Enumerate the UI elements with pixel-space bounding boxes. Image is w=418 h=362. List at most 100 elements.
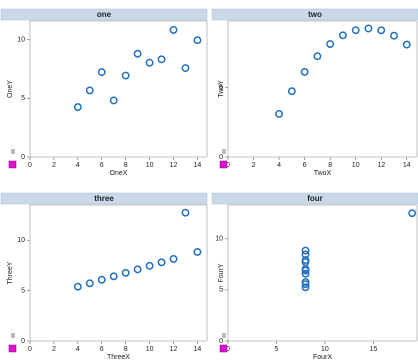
point [300, 67, 309, 76]
x-tick-label: 5 [275, 346, 279, 353]
y-tick-label: 10 [17, 37, 25, 44]
point [157, 258, 166, 267]
x-tick-label: 0 [226, 346, 230, 353]
y-tick-label: 10 [17, 237, 25, 244]
y-tick-label: 0 [219, 154, 223, 161]
point [73, 282, 82, 291]
point [301, 269, 310, 278]
x-tick-label: 12 [170, 346, 178, 353]
x-tick-label: 14 [403, 162, 411, 169]
point [326, 40, 335, 48]
point [121, 71, 130, 80]
y-tick-label: 5 [219, 287, 223, 294]
y-tick-label: 10 [215, 236, 223, 243]
x-axis-label: TwoX [314, 170, 332, 177]
point [377, 26, 386, 35]
lock-icon[interactable] [11, 149, 15, 154]
panel-title: four [307, 194, 323, 203]
point [287, 87, 296, 96]
point [301, 246, 310, 255]
y-tick-label: 5 [21, 95, 25, 102]
point [121, 268, 130, 277]
point [408, 209, 417, 218]
panel-title: two [308, 10, 322, 19]
x-tick-label: 2 [252, 162, 256, 169]
x-tick-label: 4 [76, 346, 80, 353]
options-icon[interactable] [8, 344, 17, 353]
point [193, 36, 202, 45]
x-tick-label: 15 [369, 346, 377, 353]
panel-title: one [97, 10, 112, 19]
point [301, 256, 310, 265]
panel-header [0, 192, 208, 205]
point [301, 280, 310, 289]
x-tick-label: 8 [124, 162, 128, 169]
point [97, 68, 106, 77]
panel-header [211, 192, 418, 205]
y-tick-label: 5 [21, 287, 25, 294]
lock-icon[interactable] [222, 333, 226, 338]
y-axis-label: OneY [7, 80, 14, 98]
x-tick-label: 12 [170, 162, 178, 169]
point [193, 247, 202, 256]
x-tick-label: 6 [303, 162, 307, 169]
x-tick-label: 0 [28, 346, 32, 353]
point [169, 25, 178, 34]
x-tick-label: 0 [226, 162, 230, 169]
x-axis-label: FourX [313, 354, 332, 361]
point [85, 279, 94, 288]
lock-icon[interactable] [11, 333, 15, 338]
x-axis-label: OneX [110, 170, 128, 177]
panel-header [211, 8, 418, 21]
y-axis-label: ThreeY [7, 261, 14, 284]
x-tick-label: 10 [352, 162, 360, 169]
point [390, 31, 398, 40]
plot-frame [29, 20, 208, 158]
x-tick-label: 0 [28, 162, 32, 169]
point [133, 265, 142, 274]
point [97, 275, 106, 284]
point [402, 40, 411, 49]
point [73, 103, 82, 112]
y-tick-label: 0 [21, 338, 25, 345]
point [145, 58, 154, 67]
point [313, 52, 322, 61]
point [145, 261, 154, 270]
lock-icon[interactable] [222, 149, 226, 154]
options-icon[interactable] [219, 160, 228, 169]
x-tick-label: 4 [277, 162, 281, 169]
x-tick-label: 10 [321, 346, 329, 353]
y-tick-label: 5 [219, 84, 223, 91]
x-tick-label: 14 [194, 162, 202, 169]
options-icon[interactable] [219, 344, 228, 353]
x-tick-label: 6 [100, 346, 104, 353]
point [169, 254, 178, 263]
point [181, 64, 190, 73]
x-tick-label: 10 [146, 162, 154, 169]
panel-title: three [94, 194, 114, 203]
x-tick-label: 2 [52, 346, 56, 353]
x-tick-label: 12 [377, 162, 385, 169]
x-axis-label: ThreeX [107, 354, 130, 361]
point [301, 283, 310, 292]
plot-frame [227, 204, 418, 342]
plot-frame [227, 20, 418, 158]
x-tick-label: 14 [194, 346, 202, 353]
point [301, 266, 310, 275]
point [181, 208, 190, 217]
point [157, 55, 166, 64]
y-tick-label: 0 [21, 154, 25, 161]
x-tick-label: 10 [146, 346, 154, 353]
y-axis-label: TwoY [218, 80, 225, 98]
point [109, 96, 118, 105]
point [275, 110, 284, 118]
x-tick-label: 2 [52, 162, 56, 169]
y-axis-label: FourY [218, 263, 225, 282]
point [133, 49, 142, 58]
point [109, 272, 118, 281]
x-tick-label: 8 [124, 346, 128, 353]
options-icon[interactable] [8, 160, 17, 169]
y-tick-label: 0 [219, 338, 223, 345]
point [351, 26, 360, 35]
